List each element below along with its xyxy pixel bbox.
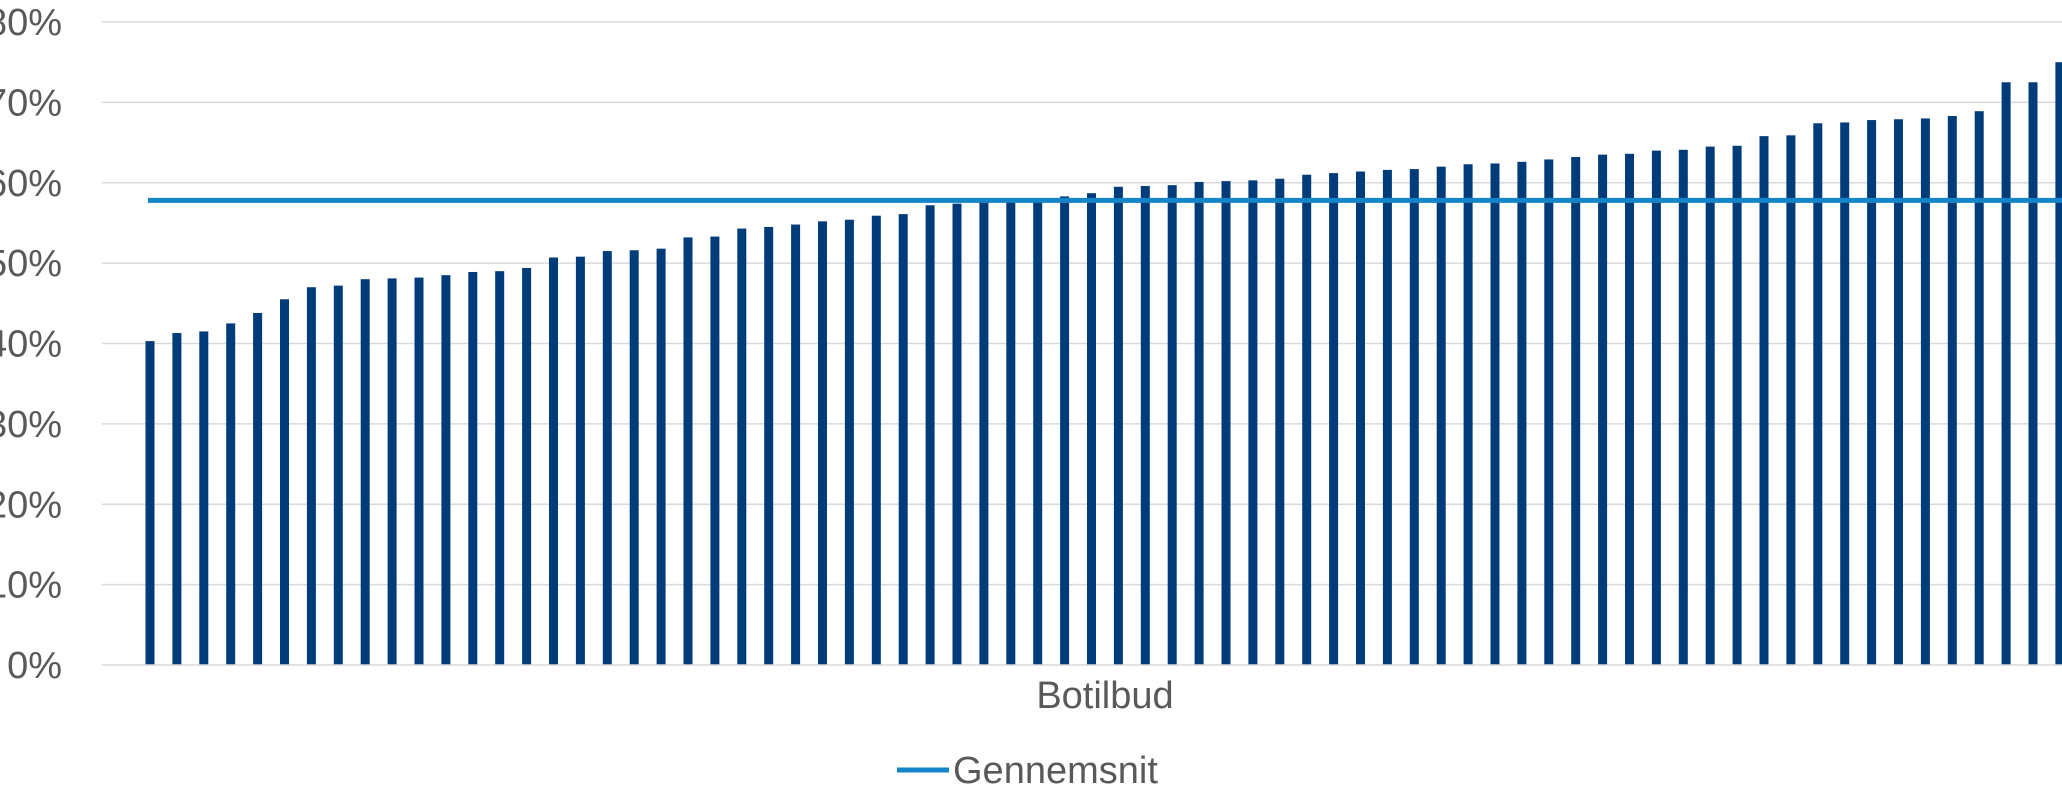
bar [1409, 169, 1419, 665]
bar [1302, 174, 1312, 665]
bar [1840, 122, 1850, 666]
bar [1732, 145, 1742, 665]
bar [1194, 181, 1204, 665]
bar [1275, 178, 1285, 666]
bar [199, 331, 209, 665]
bar [549, 257, 558, 665]
y-tick-label: 40% [0, 324, 62, 366]
bar [145, 341, 155, 665]
bar [441, 275, 451, 665]
y-tick-label: 70% [0, 82, 62, 124]
bar [575, 256, 585, 665]
bar [1248, 180, 1258, 665]
bar [1167, 185, 1177, 665]
legend: Gennemsnit [897, 750, 1158, 787]
bar [764, 226, 774, 665]
bar [602, 251, 612, 665]
bar [1382, 169, 1392, 665]
bar [871, 215, 881, 665]
bar [387, 278, 397, 665]
bar [306, 287, 316, 665]
bar [1544, 159, 1554, 665]
bar [1678, 149, 1688, 666]
x-axis-category-label: Botilbud [1036, 675, 1173, 717]
bar [2001, 82, 2011, 665]
bar [495, 271, 505, 665]
y-tick-label: 80% [0, 2, 62, 44]
bar [1006, 198, 1016, 665]
bar [952, 203, 962, 665]
bar [1113, 186, 1123, 665]
bar [468, 271, 478, 665]
bar [683, 237, 693, 665]
bar [1517, 161, 1527, 665]
y-tick-label: 10% [0, 565, 62, 607]
bar [280, 299, 289, 665]
bar [1033, 198, 1043, 665]
bar [1329, 173, 1339, 666]
bar [360, 279, 370, 665]
bar [1060, 196, 1070, 665]
bar [2028, 82, 2038, 665]
bar [979, 201, 989, 666]
bar [253, 312, 263, 665]
bar [1571, 157, 1581, 665]
bar [1463, 164, 1473, 665]
bar [1087, 193, 1096, 665]
y-tick-label: 20% [0, 484, 62, 526]
bar [1651, 150, 1661, 666]
bar [844, 219, 854, 665]
gridlines [102, 21, 2062, 586]
bar [1813, 123, 1823, 665]
bar [925, 205, 935, 665]
bar [1920, 118, 1930, 665]
bar [1894, 119, 1903, 665]
bar [791, 224, 801, 666]
bar [333, 285, 343, 665]
y-tick-label: 30% [0, 404, 62, 446]
bar [656, 248, 666, 665]
y-tick-label: 0% [7, 645, 62, 687]
bar [629, 250, 639, 665]
bar [1598, 154, 1608, 665]
bar [1356, 171, 1365, 665]
y-tick-label: 60% [0, 163, 62, 205]
legend-label-gennemsnit: Gennemsnit [953, 750, 1158, 787]
bar [1490, 163, 1500, 665]
bar [818, 221, 827, 665]
bar [1140, 185, 1150, 665]
bar [1625, 153, 1634, 665]
bar [2055, 62, 2062, 665]
bar [1947, 116, 1957, 666]
bar [737, 228, 747, 665]
bar [1786, 135, 1796, 665]
bar [1221, 181, 1231, 665]
y-tick-label: 50% [0, 243, 62, 285]
bar [1759, 136, 1769, 665]
bar [414, 277, 424, 665]
bar [522, 267, 532, 665]
bar [1867, 120, 1877, 665]
bar-series [145, 62, 2062, 666]
y-axis-tick-labels: 0% 10% 20% 30% 40% 50% 60% 70% 80% [0, 2, 62, 687]
bar [226, 323, 236, 665]
bar [1436, 166, 1446, 665]
bar [898, 214, 908, 665]
bar [172, 333, 182, 665]
bar [1974, 111, 1984, 666]
bar [1705, 146, 1715, 665]
bar [710, 236, 720, 665]
